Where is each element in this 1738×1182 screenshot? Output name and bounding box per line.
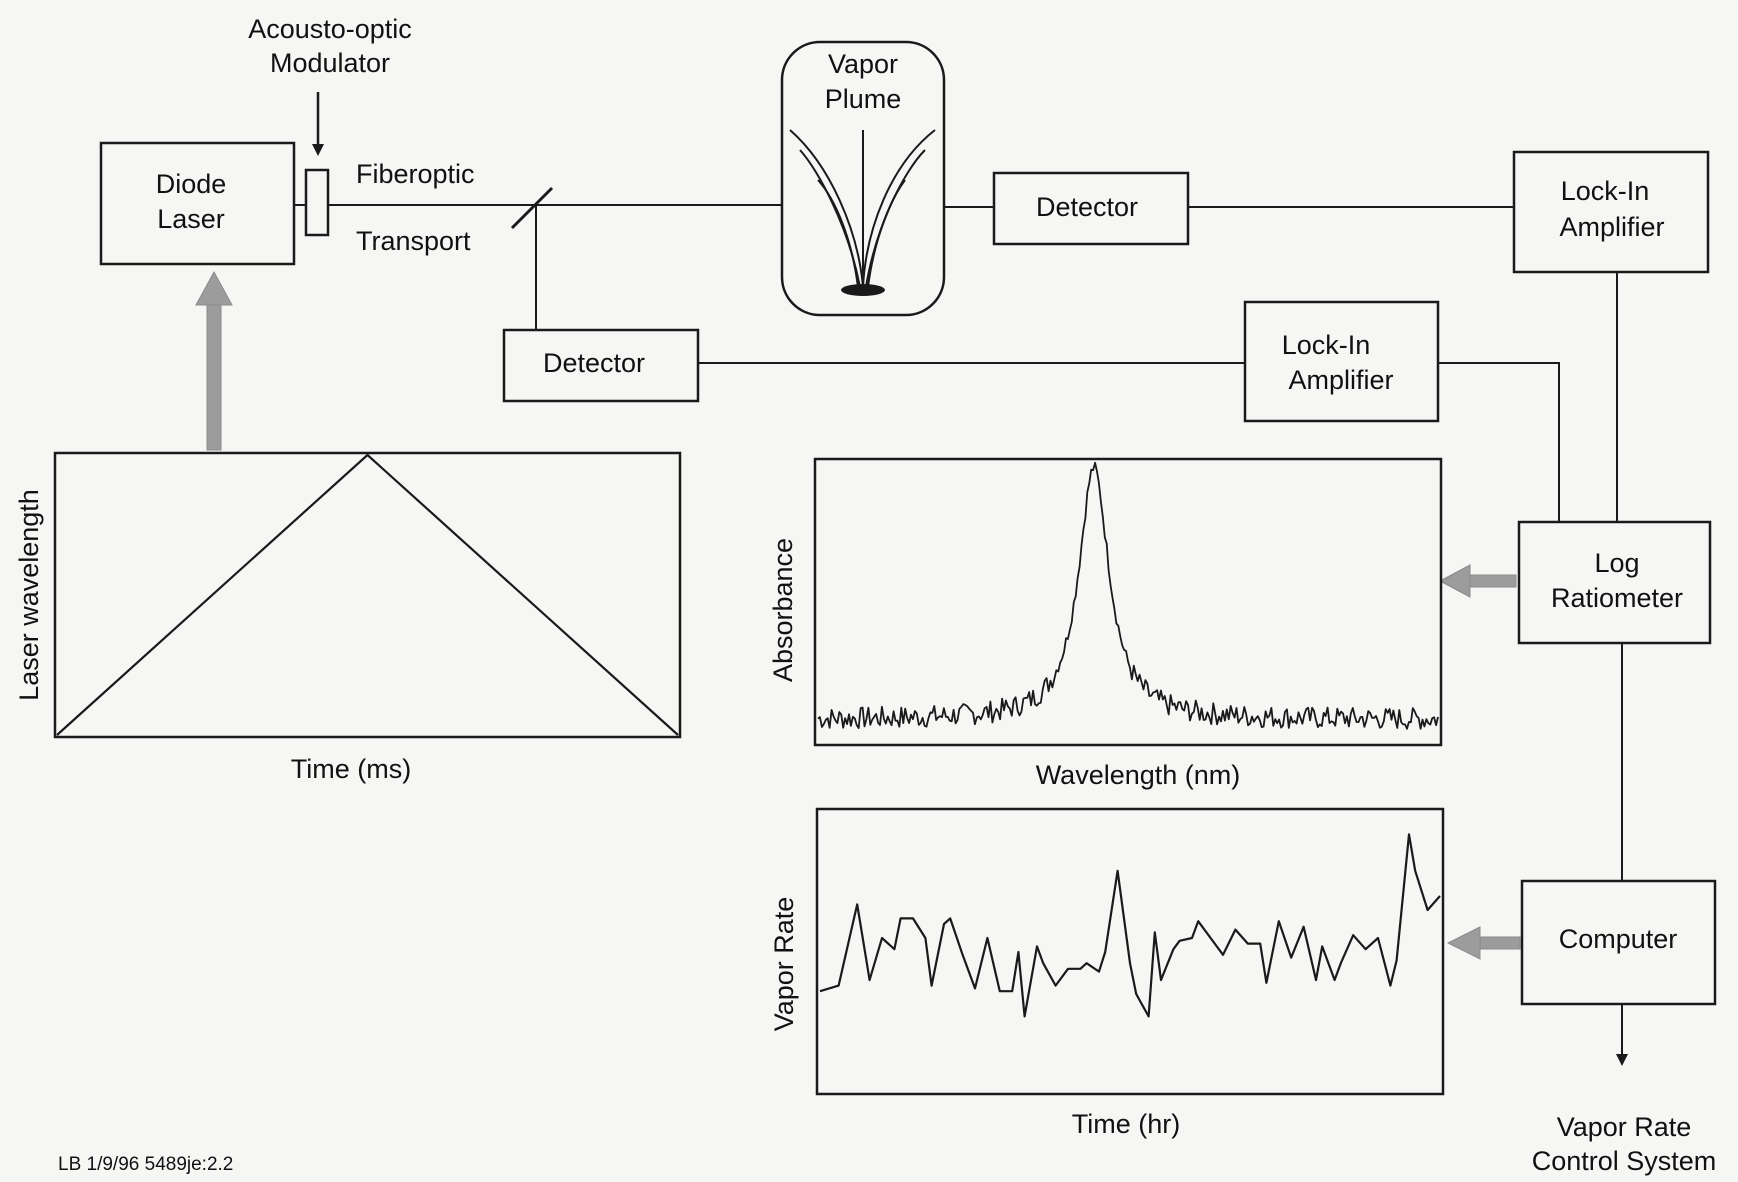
detector-ref-label: Detector <box>543 348 645 378</box>
vapor-label-1: Vapor <box>828 49 898 79</box>
computer-to-vaporrate-arrow <box>1446 926 1521 960</box>
fiber-label-1: Fiberoptic <box>356 159 475 189</box>
beam-splitter <box>510 186 554 230</box>
vaporrate-chart: Time (hr) Vapor Rate <box>769 807 1445 1139</box>
vaporrate-y-label: Vapor Rate <box>769 897 799 1032</box>
computer-box <box>1520 879 1717 1006</box>
ramp-chart: Time (ms) Laser wavelength <box>14 451 682 784</box>
ramp-to-laser-arrow <box>195 270 233 451</box>
vapor-plume-icon <box>789 129 936 296</box>
ramp-series-line <box>56 453 679 736</box>
lockin-mid-label-2: Amplifier <box>1288 365 1393 395</box>
absorbance-series-line <box>817 461 1439 730</box>
vaporrate-series-line <box>819 833 1441 1018</box>
log-label-2: Ratiometer <box>1551 583 1683 613</box>
lockin-top-box <box>1512 150 1710 274</box>
absorbance-chart: Wavelength (nm) Absorbance <box>768 457 1443 790</box>
log-ratiometer-box <box>1517 520 1712 645</box>
diode-label-2: Laser <box>157 204 225 234</box>
output-label-1: Vapor Rate <box>1557 1112 1692 1142</box>
absorbance-x-label: Wavelength (nm) <box>1036 760 1241 790</box>
aom-label-1: Acousto-optic <box>248 14 412 44</box>
detector-top-label: Detector <box>1036 192 1138 222</box>
footer-code: LB 1/9/96 5489je:2.2 <box>58 1154 233 1175</box>
absorbance-y-label: Absorbance <box>768 538 798 682</box>
diode-label-1: Diode <box>156 169 227 199</box>
ramp-chart-frame <box>53 451 682 739</box>
lockin-top-label-1: Lock-In <box>1561 176 1650 206</box>
aom-element <box>304 168 330 237</box>
computer-label: Computer <box>1559 924 1678 954</box>
log-to-spectrum-arrow <box>1438 564 1517 598</box>
output-label-2: Control System <box>1532 1146 1717 1176</box>
aom-label-2: Modulator <box>270 48 390 78</box>
vaporrate-x-label: Time (hr) <box>1072 1109 1181 1139</box>
lockin-mid-box <box>1243 300 1440 423</box>
absorbance-chart-frame <box>813 457 1443 747</box>
detector-top-box <box>992 171 1190 246</box>
lockin-mid-to-log-line <box>1438 362 1560 522</box>
lockin-mid-label-1: Lock-In <box>1282 330 1371 360</box>
vapor-label-2: Plume <box>825 84 902 114</box>
vaporrate-chart-frame <box>815 807 1445 1096</box>
lockin-top-label-2: Amplifier <box>1559 212 1664 242</box>
fiber-label-2: Transport <box>356 226 471 256</box>
ramp-y-label: Laser wavelength <box>14 489 44 701</box>
ramp-x-label: Time (ms) <box>291 754 411 784</box>
log-label-1: Log <box>1594 548 1639 578</box>
diode-laser-box <box>99 141 296 266</box>
detector-ref-box <box>502 328 700 403</box>
